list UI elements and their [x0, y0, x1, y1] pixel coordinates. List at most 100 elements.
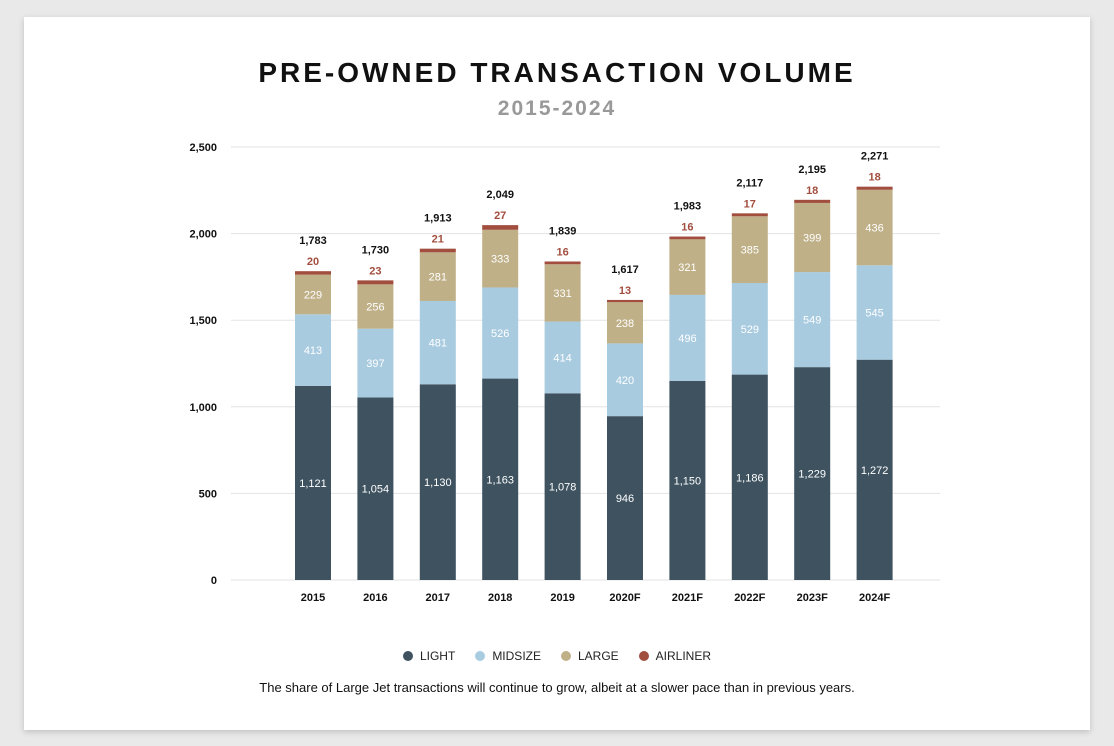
chart-legend: LIGHT MIDSIZE LARGE AIRLINER	[24, 649, 1090, 663]
bar-segment-midsize	[295, 314, 331, 386]
bar-segment-light	[669, 380, 706, 580]
total-label: 2,049	[486, 189, 514, 201]
total-label: 2,271	[861, 151, 889, 163]
bar-segment-large	[607, 302, 643, 344]
data-label-airliner: 21	[432, 234, 444, 246]
bar-segment-airliner	[794, 199, 831, 203]
total-label: 1,983	[674, 201, 702, 213]
stacked-bar-chart: 0 500 1,000 1,500 2,000 2,500 1,121 413 229 20 1,7…	[189, 142, 940, 604]
data-label: 256	[366, 302, 384, 314]
chart-card: PRE-OWNED TRANSACTION VOLUME 2015-2024 0…	[24, 17, 1090, 730]
data-label: 385	[741, 245, 759, 257]
x-tick-label: 2016	[363, 592, 387, 604]
legend-item-airliner: AIRLINER	[638, 649, 712, 663]
x-tick-label: 2024F	[859, 592, 890, 604]
data-label: 1,186	[736, 472, 764, 484]
bar-segment-light	[482, 378, 519, 580]
x-tick-label: 2023F	[797, 592, 828, 604]
legend-swatch-large	[560, 651, 571, 661]
bar-segment-large	[731, 216, 768, 283]
chart-footnote: The share of Large Jet transactions will…	[259, 680, 855, 695]
x-tick-label: 2015	[301, 592, 325, 604]
bar-segment-light	[419, 384, 456, 580]
bar-segment-midsize	[544, 321, 581, 394]
legend-label-airliner: AIRLINER	[655, 649, 712, 663]
legend-item-light: LIGHT	[402, 649, 455, 663]
data-label: 414	[553, 352, 571, 364]
bar-segment-midsize	[856, 265, 893, 360]
data-label: 481	[429, 338, 447, 350]
data-label-airliner: 16	[681, 222, 693, 234]
y-tick-label: 2,000	[189, 229, 217, 241]
legend-swatch-light	[402, 651, 413, 661]
data-label-airliner: 13	[619, 285, 631, 297]
x-tick-label: 2022F	[734, 592, 765, 604]
bar-segment-large	[419, 252, 456, 301]
bar-segment-airliner	[669, 236, 706, 240]
data-label: 1,121	[299, 478, 327, 490]
data-label: 1,150	[674, 475, 702, 487]
total-label: 1,730	[362, 244, 390, 256]
bar-segment-large	[856, 189, 893, 266]
bar-segment-large	[357, 284, 394, 329]
bar-segment-midsize	[482, 287, 519, 379]
data-label: 1,229	[798, 469, 826, 481]
x-tick-label: 2020F	[609, 592, 640, 604]
bar-segment-large	[669, 239, 706, 295]
data-label: 229	[304, 289, 322, 301]
data-label-airliner: 18	[806, 185, 818, 197]
bar-segment-light	[295, 385, 331, 580]
x-tick-label: 2017	[426, 592, 450, 604]
data-label: 529	[741, 324, 759, 336]
data-label: 496	[678, 333, 696, 345]
data-label: 333	[491, 254, 509, 266]
data-label: 1,078	[549, 482, 577, 494]
bar-segment-airliner	[482, 225, 519, 230]
data-label: 238	[616, 318, 634, 330]
legend-swatch-midsize	[475, 651, 486, 661]
y-tick-label: 1,000	[189, 402, 217, 414]
data-label: 1,130	[424, 477, 452, 489]
bar-segment-large	[544, 264, 581, 322]
bar-segment-light	[794, 367, 831, 580]
data-label-airliner: 17	[744, 198, 756, 210]
data-label: 399	[803, 232, 821, 244]
x-tick-label: 2019	[550, 592, 574, 604]
x-tick-label: 2021F	[672, 592, 703, 604]
data-label: 331	[553, 288, 571, 300]
bar-segment-light	[544, 393, 581, 580]
total-label: 2,195	[798, 164, 826, 176]
data-label: 413	[304, 345, 322, 357]
data-label: 1,163	[486, 474, 514, 486]
bar-segment-midsize	[357, 328, 394, 398]
data-label: 526	[491, 328, 509, 340]
legend-swatch-airliner	[638, 651, 649, 661]
x-tick-label: 2018	[488, 592, 512, 604]
data-label: 1,272	[861, 465, 889, 477]
y-tick-label: 2,500	[189, 142, 217, 154]
data-label-airliner: 18	[868, 172, 880, 184]
total-label: 1,783	[299, 235, 327, 247]
y-tick-label: 500	[199, 488, 217, 500]
bar-segment-airliner	[295, 271, 331, 275]
bar-segment-light	[607, 416, 643, 580]
data-label: 321	[678, 262, 696, 274]
bar-segment-airliner	[544, 261, 581, 265]
bar-segment-midsize	[731, 282, 768, 375]
total-label: 1,913	[424, 213, 452, 225]
data-label-airliner: 23	[369, 265, 381, 277]
data-label: 1,054	[362, 484, 390, 496]
data-label: 436	[865, 223, 883, 235]
y-tick-label: 0	[211, 575, 217, 587]
bar-segment-airliner	[419, 248, 456, 253]
data-label: 545	[865, 307, 883, 319]
total-label: 1,839	[549, 225, 577, 237]
total-label: 1,617	[611, 264, 639, 276]
bar-segment-airliner	[607, 299, 643, 303]
legend-item-midsize: MIDSIZE	[475, 649, 541, 663]
total-label: 2,117	[736, 177, 763, 189]
bar-segment-airliner	[856, 186, 893, 190]
legend-item-large: LARGE	[560, 649, 619, 663]
chart-subtitle: 2015-2024	[497, 97, 617, 120]
bar-segment-airliner	[357, 280, 394, 285]
